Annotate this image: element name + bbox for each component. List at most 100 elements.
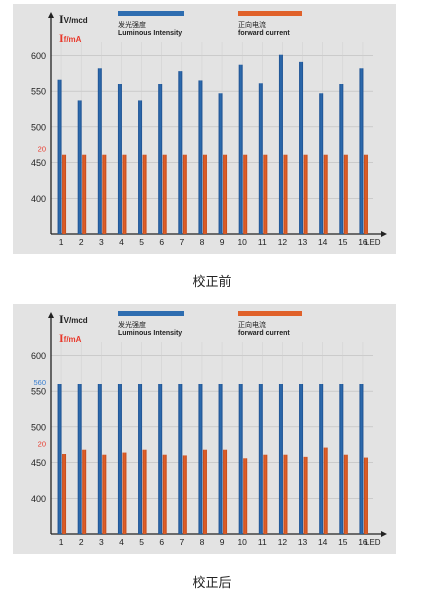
bar-forward-current xyxy=(162,454,167,534)
bar-luminous-intensity xyxy=(319,384,324,534)
bar-forward-current xyxy=(343,454,348,534)
x-tick-label: 15 xyxy=(338,537,348,547)
legend-swatch-intensity xyxy=(118,311,184,316)
x-tick-label: 1 xyxy=(59,237,64,247)
bar-luminous-intensity xyxy=(258,384,263,534)
y-tick-label: 450 xyxy=(31,458,46,468)
y-tick-label: 450 xyxy=(31,158,46,168)
caption-after-calibration: 校正后 xyxy=(192,576,232,591)
y-tick-label: 600 xyxy=(31,51,46,61)
bar-luminous-intensity xyxy=(117,384,122,534)
bar-luminous-intensity xyxy=(359,384,364,534)
marker-label: 560 xyxy=(33,378,46,387)
x-tick-label: 7 xyxy=(179,537,184,547)
bar-luminous-intensity xyxy=(138,100,143,234)
bar-luminous-intensity xyxy=(178,71,183,235)
x-tick-label: 5 xyxy=(139,537,144,547)
bar-luminous-intensity xyxy=(339,84,344,234)
legend-label-current-cn: 正向电流 xyxy=(238,320,266,329)
bar-luminous-intensity xyxy=(97,68,102,235)
x-tick-label: 10 xyxy=(237,237,247,247)
legend-label-intensity-cn: 发光强度 xyxy=(118,320,146,329)
bar-forward-current xyxy=(82,154,87,234)
bar-forward-current xyxy=(263,154,268,234)
y-tick-label: 500 xyxy=(31,122,46,132)
y-tick-label: 500 xyxy=(31,422,46,432)
bar-luminous-intensity xyxy=(138,384,143,534)
bar-luminous-intensity xyxy=(117,84,122,234)
x-tick-label: 8 xyxy=(200,537,205,547)
bar-luminous-intensity xyxy=(77,384,82,534)
chart-panel-before-calibration: 400 450 500 550 600 20 1 2 3 4 5 6 7 8 9 10 11 12 13 14 15 16… xyxy=(13,4,396,254)
bar-forward-current xyxy=(162,154,167,234)
bar-forward-current xyxy=(303,154,308,234)
bar-luminous-intensity xyxy=(97,384,102,534)
bar-forward-current xyxy=(62,454,67,534)
bar-forward-current xyxy=(182,455,187,534)
bar-forward-current xyxy=(202,154,207,234)
y-tick-label: 550 xyxy=(31,87,46,97)
legend-label-current-en: forward current xyxy=(238,330,290,337)
marker-label: 20 xyxy=(38,440,46,449)
legend-label-intensity-cn: 发光强度 xyxy=(118,20,146,29)
x-tick-label: 6 xyxy=(159,237,164,247)
x-tick-label: 4 xyxy=(119,537,124,547)
y-axis-title-current: If/mA xyxy=(59,331,82,345)
bar-luminous-intensity xyxy=(57,79,62,234)
x-tick-label: 15 xyxy=(338,237,348,247)
x-tick-label: 9 xyxy=(220,237,225,247)
bar-luminous-intensity xyxy=(299,61,304,234)
y-axis-title-current: If/mA xyxy=(59,31,82,45)
legend-label-intensity-en: Luminous Intensity xyxy=(118,30,182,37)
x-tick-label: 9 xyxy=(220,537,225,547)
bar-luminous-intensity xyxy=(278,384,283,534)
bar-luminous-intensity xyxy=(198,384,203,534)
x-tick-label: 12 xyxy=(278,537,288,547)
x-tick-label: 13 xyxy=(298,537,308,547)
marker-label: 20 xyxy=(38,145,46,154)
bar-luminous-intensity xyxy=(339,384,344,534)
bar-forward-current xyxy=(223,449,228,534)
bar-forward-current xyxy=(62,154,67,234)
bar-forward-current xyxy=(243,458,248,534)
x-axis-arrow xyxy=(381,231,387,237)
bar-forward-current xyxy=(142,449,147,534)
bar-forward-current xyxy=(263,454,268,534)
chart-panel-after-calibration: 400 450 500 550 600 560 20 1 2 3 4 5 6 7 8 9 10 11 12 13 14 1… xyxy=(13,304,396,554)
bar-forward-current xyxy=(303,456,308,534)
bar-luminous-intensity xyxy=(158,84,163,234)
bar-forward-current xyxy=(82,449,87,534)
y-axis-arrow xyxy=(48,12,54,18)
x-tick-label: 14 xyxy=(318,537,328,547)
x-tick-label: 6 xyxy=(159,537,164,547)
bar-forward-current xyxy=(363,154,368,234)
legend-swatch-current xyxy=(238,11,302,16)
bar-forward-current xyxy=(323,154,328,234)
bar-forward-current xyxy=(283,454,288,534)
bar-luminous-intensity xyxy=(238,384,243,534)
bar-luminous-intensity xyxy=(57,384,62,534)
x-tick-label: 3 xyxy=(99,237,104,247)
y-axis-title-intensity: IV/mcd xyxy=(59,12,88,26)
y-axis-arrow xyxy=(48,312,54,318)
x-tick-label: 11 xyxy=(258,237,267,247)
x-tick-label: 2 xyxy=(79,237,84,247)
bar-luminous-intensity xyxy=(278,54,283,234)
bar-forward-current xyxy=(323,447,328,534)
x-tick-label: 16 xyxy=(358,537,368,547)
y-axis-title-intensity: IV/mcd xyxy=(59,312,88,326)
x-tick-label: 8 xyxy=(200,237,205,247)
y-tick-label: 600 xyxy=(31,351,46,361)
bar-luminous-intensity xyxy=(198,80,203,234)
x-tick-label: 12 xyxy=(278,237,288,247)
bar-luminous-intensity xyxy=(218,93,223,235)
bar-forward-current xyxy=(343,154,348,234)
legend-swatch-current xyxy=(238,311,302,316)
x-axis-label: LED xyxy=(365,538,381,547)
x-tick-label: 4 xyxy=(119,237,124,247)
bar-forward-current xyxy=(223,154,228,234)
y-tick-label: 400 xyxy=(31,494,46,504)
x-tick-label: 7 xyxy=(179,237,184,247)
x-tick-label: 2 xyxy=(79,537,84,547)
